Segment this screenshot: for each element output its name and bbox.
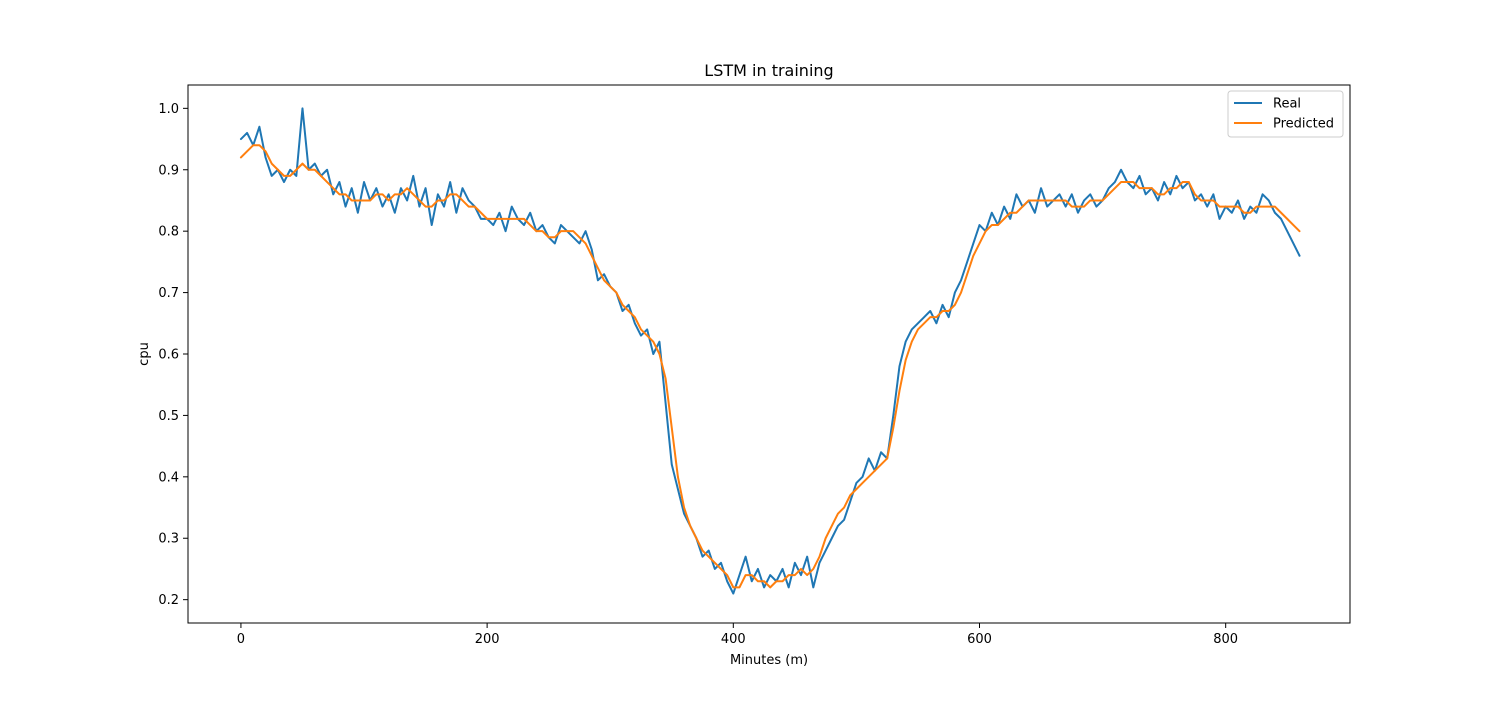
x-tick-label: 200 <box>475 632 500 647</box>
y-axis-label: cpu <box>137 342 152 366</box>
legend: Real Predicted <box>1227 90 1344 138</box>
x-tick-label: 800 <box>1213 632 1238 647</box>
x-tick-label: 400 <box>721 632 746 647</box>
y-tick-label: 1.0 <box>158 102 179 117</box>
y-tick-label: 0.8 <box>158 225 179 240</box>
y-tick-label: 0.2 <box>158 593 179 608</box>
y-tick-label: 0.5 <box>158 409 179 424</box>
legend-label-predicted: Predicted <box>1273 117 1334 132</box>
x-tick-label: 0 <box>237 632 245 647</box>
y-tick-label: 0.9 <box>158 163 179 178</box>
series-line-predicted <box>239 144 1301 589</box>
legend-label-real: Real <box>1273 97 1301 112</box>
y-tick-label: 0.7 <box>158 286 179 301</box>
y-tick-label: 0.4 <box>158 470 179 485</box>
x-axis-label: Minutes (m) <box>730 653 808 668</box>
series-line-real <box>239 107 1301 595</box>
chart-title: LSTM in training <box>704 61 833 80</box>
y-tick-label: 0.3 <box>158 532 179 547</box>
y-tick-label: 0.6 <box>158 348 179 363</box>
plot-area: 0 200 400 600 800 0.2 0.3 0.4 0.5 0.6 0.7 0.8 0.9 1.0 <box>158 84 1351 647</box>
x-tick-label: 600 <box>967 632 992 647</box>
